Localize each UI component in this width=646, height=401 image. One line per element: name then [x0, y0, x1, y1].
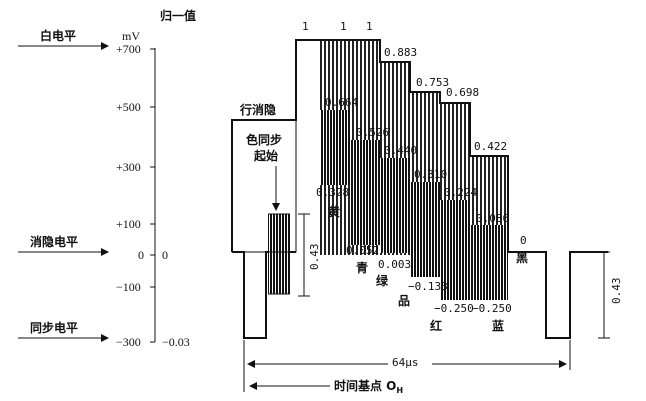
mid-value-0224: 0.224	[444, 186, 477, 199]
bottom-value-0328: 0.328	[316, 186, 349, 199]
burst-start-label-1: 色同步	[246, 132, 282, 147]
top-value-0883: 0.883	[384, 46, 417, 59]
color-burst	[268, 213, 290, 295]
tick-500: +500	[116, 100, 141, 114]
bottom-value-0052: 0.052	[346, 244, 379, 257]
sync-level-label: 同步电平	[30, 320, 78, 335]
top-value-1c: 1	[366, 20, 373, 33]
norm-sync: −0.03	[162, 335, 190, 349]
magenta-chroma	[410, 182, 440, 277]
right-amp-label: 0.43	[610, 278, 623, 305]
normalized-title: 归一值	[160, 8, 196, 23]
axis-ticks	[150, 48, 155, 343]
white-level-label: 白电平	[40, 28, 76, 43]
bottom-value-minus-0250-blue: −0.250	[472, 302, 512, 315]
mid-value-0310: 0.310	[414, 168, 447, 181]
top-value-1a: 1	[302, 20, 309, 33]
bottom-value-0003: 0.003	[378, 258, 411, 271]
burst-amp-label: 0.43	[308, 244, 321, 271]
bar-name-cyan: 青	[356, 260, 368, 275]
mid-value-0526: 0.526	[356, 126, 389, 139]
tick-700: +700	[116, 42, 141, 56]
cyan-chroma	[350, 140, 380, 245]
norm-zero: 0	[162, 248, 168, 262]
bar-name-green: 绿	[376, 273, 389, 288]
bar-name-blue: 蓝	[492, 318, 504, 333]
tick-0: 0	[138, 248, 144, 262]
tick-minus-300: −300	[116, 335, 141, 349]
yellow-chroma	[320, 110, 350, 185]
bar-name-black: 黑	[516, 251, 528, 265]
mid-value-0086: 0.086	[476, 212, 509, 225]
axis-unit: mV	[122, 29, 140, 43]
line-blanking-box	[231, 119, 297, 253]
period-label-bg	[388, 354, 432, 370]
burst-start-label-2: 起始	[253, 148, 278, 163]
tick-300: +300	[116, 160, 141, 174]
time-ref-text: 时间基点 O	[334, 378, 396, 393]
tick-minus-100: −100	[116, 280, 141, 294]
line-blanking-label: 行消隐	[239, 102, 276, 117]
tick-100: +100	[116, 217, 141, 231]
bar-name-magenta: 品	[398, 294, 410, 308]
bottom-value-minus-0133: −0.133	[408, 280, 448, 293]
period-label: 64μs	[392, 356, 419, 369]
top-value-0698: 0.698	[446, 86, 479, 99]
blue-chroma	[470, 225, 508, 300]
sync-pulse	[232, 251, 274, 339]
time-ref-label: 时间基点 OH	[334, 378, 403, 395]
bar-name-yellow: 黄	[328, 204, 340, 219]
time-ref-subscript: H	[396, 386, 403, 395]
waveform-line	[231, 39, 608, 339]
color-bars	[320, 40, 508, 300]
top-value-0753: 0.753	[416, 76, 449, 89]
top-value-0: 0	[520, 234, 527, 247]
top-value-1b: 1	[340, 20, 347, 33]
blanking-level-label: 消隐电平	[30, 234, 78, 249]
top-value-0422: 0.422	[474, 140, 507, 153]
red-chroma	[440, 200, 470, 300]
green-chroma	[380, 158, 410, 253]
mid-value-0664: 0.664	[325, 96, 358, 109]
mid-value-0440: 0.440	[384, 144, 417, 157]
bar-name-red: 红	[430, 318, 442, 333]
bottom-value-minus-0250-red: −0.250	[434, 302, 474, 315]
